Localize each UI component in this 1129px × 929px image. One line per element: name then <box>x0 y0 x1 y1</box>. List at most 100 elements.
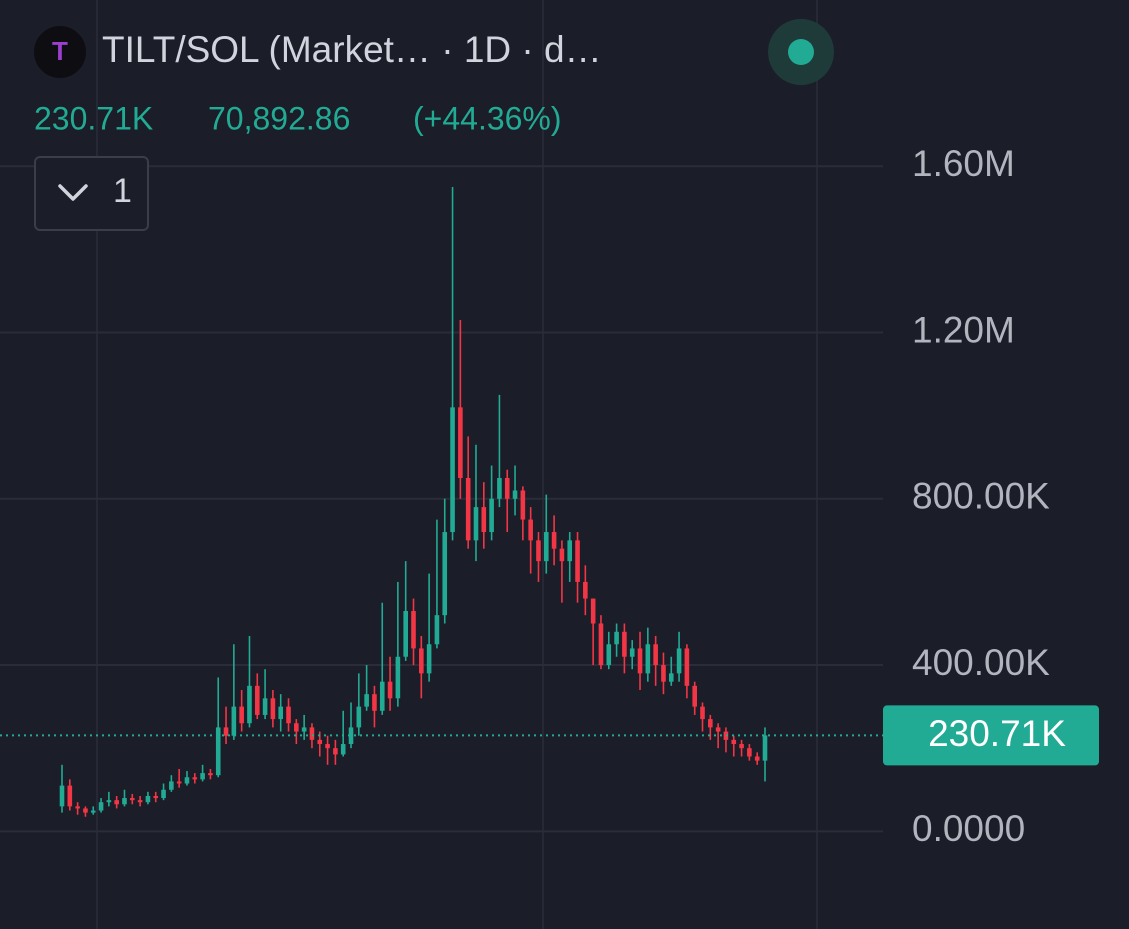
indicators-toggle[interactable] <box>34 156 149 231</box>
status-indicator <box>788 39 814 65</box>
candle-body <box>262 698 268 715</box>
candle-body <box>590 598 596 624</box>
candle-body <box>184 777 190 784</box>
legend-price: 230.71K <box>34 100 153 136</box>
candle-body <box>715 727 721 732</box>
candle-body <box>208 773 213 776</box>
candle-body <box>637 648 643 674</box>
legend-change-percent: (+44.36%) <box>413 100 562 136</box>
candle-body <box>137 800 143 803</box>
candle-body <box>403 611 408 657</box>
legend-change: 70,892.86 <box>208 100 350 136</box>
candle-body <box>122 798 127 805</box>
candle-body <box>364 694 369 707</box>
y-tick-label: 1.60M <box>912 143 1015 184</box>
candle-body <box>270 698 276 720</box>
candle-body <box>543 532 549 562</box>
last-price-box <box>883 705 1099 766</box>
candle-body <box>379 681 385 711</box>
candle-body <box>130 798 135 801</box>
candle-body <box>676 648 682 674</box>
candle-body <box>200 773 205 780</box>
candle-body <box>340 744 346 755</box>
candle-body <box>83 808 88 813</box>
y-tick-label: 0.0000 <box>912 808 1025 849</box>
candle-body <box>465 478 471 541</box>
indicator-count: 1 <box>113 172 132 210</box>
candle-body <box>520 490 526 520</box>
candle-body <box>223 727 229 736</box>
candle-body <box>583 581 588 599</box>
candle-body <box>754 756 760 761</box>
candle-body <box>247 685 252 724</box>
candle-body <box>559 548 565 562</box>
candle-body <box>497 478 502 499</box>
candle-body <box>622 631 627 657</box>
candle-body <box>606 644 612 666</box>
candle-body <box>59 785 65 807</box>
candle-body <box>450 407 455 533</box>
candle-body <box>278 706 284 720</box>
chart-title[interactable]: TILT/SOL (Market… · 1D · d… <box>102 29 602 70</box>
candle-body <box>301 727 307 732</box>
candle-body <box>653 644 658 666</box>
candle-body <box>309 727 315 740</box>
candle-body <box>90 810 96 813</box>
candle-body <box>325 744 330 749</box>
candles <box>59 187 768 817</box>
candle-body <box>489 498 494 533</box>
candle-body <box>419 648 424 674</box>
candle-body <box>348 727 354 745</box>
candle-body <box>176 781 182 784</box>
candle-body <box>536 540 541 562</box>
symbol-logo <box>34 26 86 78</box>
candle-body <box>645 644 651 674</box>
candle-body <box>169 781 174 790</box>
vertical-grid <box>96 0 818 929</box>
candle-body <box>395 656 401 699</box>
candle-body <box>504 478 510 499</box>
candle-body <box>372 694 377 711</box>
candle-body <box>333 748 338 755</box>
candle-body <box>254 685 260 715</box>
candle-body <box>161 789 166 799</box>
candle-body <box>356 706 362 728</box>
candle-body <box>192 777 198 780</box>
candle-body <box>723 731 729 740</box>
candle-body <box>294 723 299 732</box>
candle-body <box>231 706 237 736</box>
candle-body <box>528 519 533 541</box>
candle-body <box>661 665 666 682</box>
candle-body <box>426 644 432 674</box>
candle-body <box>387 681 393 699</box>
y-tick-label: 1.20M <box>912 309 1015 350</box>
candle-body <box>708 719 713 728</box>
candle-body <box>684 648 690 686</box>
symbol-logo-letter: T <box>52 36 68 66</box>
candle-body <box>575 540 580 582</box>
candle-body <box>286 706 291 724</box>
y-tick-label: 400.00K <box>912 642 1050 683</box>
candle-body <box>215 727 221 776</box>
chevron-icon <box>58 184 88 201</box>
candle-body <box>747 748 752 757</box>
candle-body <box>106 800 112 803</box>
candle-body <box>145 795 151 803</box>
candle-body <box>317 739 323 745</box>
candle-body <box>731 739 737 745</box>
candle-body <box>239 706 244 724</box>
candle-body <box>551 532 557 549</box>
candle-body <box>458 407 463 479</box>
candle-body <box>153 795 159 799</box>
candle-body <box>629 648 635 657</box>
candle-body <box>98 802 104 811</box>
overlay: 0.0000 400.00K 800.00K 1.20M 1.60M 230.71K <box>0 143 1099 849</box>
candle-body <box>473 507 479 541</box>
candle-body <box>598 623 604 666</box>
candle-body <box>512 490 518 499</box>
candle-body <box>434 615 440 645</box>
candle-body <box>739 744 744 749</box>
candle-body <box>700 706 705 720</box>
